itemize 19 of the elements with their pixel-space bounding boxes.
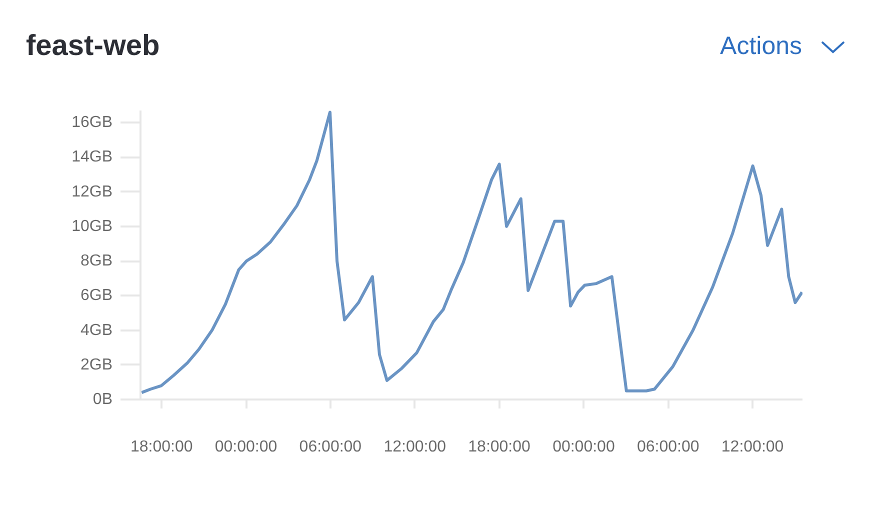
x-tick-label: 12:00:00: [384, 438, 446, 456]
x-tick-label: 00:00:00: [552, 438, 615, 456]
y-tick-label: 6GB: [80, 287, 112, 304]
y-tick-label: 8GB: [80, 252, 112, 270]
y-tick-label: 12GB: [72, 183, 113, 200]
y-tick-label: 14GB: [72, 148, 113, 166]
x-tick-label: 18:00:00: [130, 438, 193, 456]
y-tick-label: 2GB: [80, 356, 112, 374]
x-tick-label: 18:00:00: [468, 438, 531, 456]
chart-title: feast-web: [26, 29, 160, 64]
x-tick-label: 06:00:00: [636, 438, 700, 456]
x-tick-label: 00:00:00: [214, 438, 278, 456]
x-tick-label: 12:00:00: [721, 438, 784, 456]
text: Actions: [720, 30, 803, 62]
y-tick-label: 4GB: [80, 322, 112, 339]
y-tick-label: 10GB: [72, 218, 113, 235]
y-tick-label: 16GB: [72, 114, 113, 132]
x-tick-label: 06:00:00: [299, 438, 362, 456]
y-tick-label: 0B: [92, 391, 113, 408]
